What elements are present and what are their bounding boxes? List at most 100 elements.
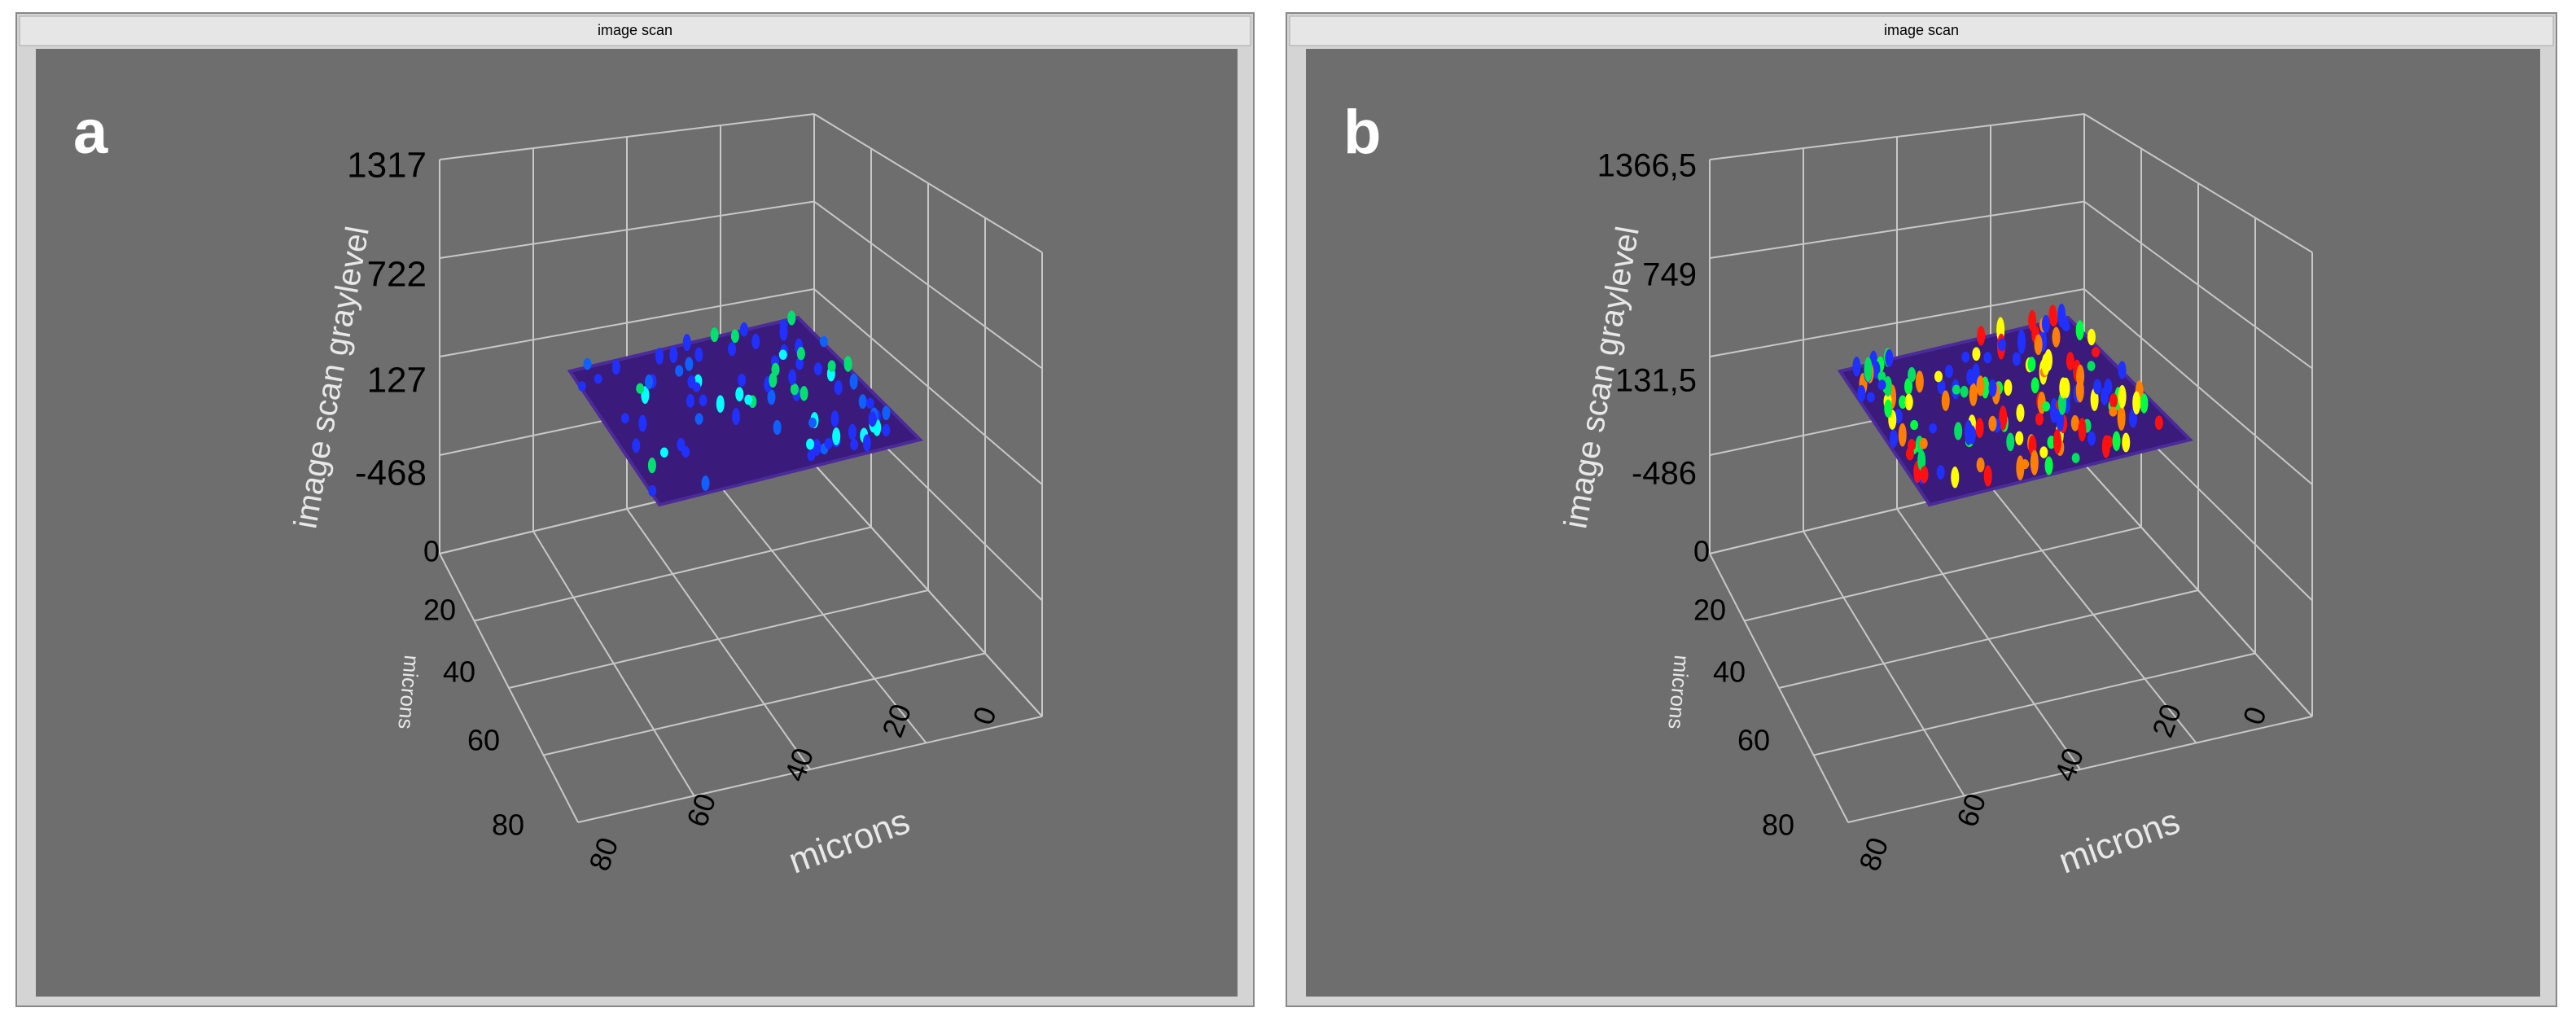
surface-peak bbox=[692, 382, 701, 392]
surface-peak bbox=[1937, 378, 1946, 395]
surface-peak bbox=[2049, 313, 2058, 326]
surface-peak bbox=[1852, 357, 1861, 377]
surface-peak bbox=[830, 410, 839, 427]
surface-peak bbox=[1898, 423, 1907, 447]
surface-peak bbox=[2042, 401, 2051, 412]
surface-peak bbox=[2057, 303, 2066, 328]
surface-peak bbox=[648, 484, 657, 497]
surface-peak bbox=[2101, 435, 2110, 458]
surface-peak bbox=[611, 359, 620, 375]
grid-line bbox=[1990, 485, 2197, 744]
title-bar bbox=[19, 15, 1251, 46]
grid-line bbox=[720, 485, 927, 744]
z-tick-label: 1317 bbox=[347, 146, 427, 186]
surface-peak bbox=[1864, 357, 1873, 383]
surface-peak bbox=[1915, 370, 1924, 393]
surface-peak bbox=[1885, 348, 1894, 367]
surface-peak bbox=[735, 387, 744, 401]
surface-peak bbox=[1972, 347, 1981, 361]
surface-peak bbox=[1983, 465, 1992, 487]
surface-peak bbox=[682, 334, 691, 352]
surface-peak bbox=[632, 438, 641, 453]
surface-peak bbox=[882, 405, 891, 421]
z-tick-label: -468 bbox=[355, 453, 427, 493]
surface-peak bbox=[2071, 453, 2080, 463]
surface-peak bbox=[832, 427, 841, 445]
grid-line bbox=[1847, 716, 2313, 823]
surface-peak bbox=[2087, 361, 2096, 371]
surface-peak bbox=[716, 395, 725, 413]
surface-peak bbox=[2118, 361, 2127, 379]
surface-peak bbox=[1988, 379, 1997, 397]
surface-peak bbox=[2088, 431, 2096, 446]
surface-peak bbox=[1944, 364, 1953, 379]
surface-peak bbox=[2031, 377, 2039, 394]
surface-peak bbox=[645, 374, 654, 390]
surface-peak bbox=[694, 413, 703, 425]
surface-peak bbox=[699, 394, 708, 406]
surface-peak bbox=[790, 383, 799, 396]
surface-peak bbox=[2117, 405, 2126, 431]
y-tick-label: 40 bbox=[443, 655, 475, 689]
grid-line bbox=[1778, 589, 2199, 689]
surface-peak bbox=[2154, 415, 2163, 431]
surface-peak bbox=[577, 381, 586, 392]
y-tick-label: 40 bbox=[1713, 655, 1746, 689]
surface-peak bbox=[1884, 399, 1893, 418]
surface-peak bbox=[1960, 385, 1969, 398]
surface-peak bbox=[1899, 395, 1908, 410]
surface-peak bbox=[2016, 404, 2025, 423]
surface-peak bbox=[1934, 370, 1943, 383]
surface-peak bbox=[1952, 384, 1960, 395]
surface-peak bbox=[594, 374, 602, 384]
surface-peak bbox=[795, 357, 804, 370]
surface-peak bbox=[685, 357, 694, 371]
grid-line bbox=[1709, 200, 2085, 259]
surface-peak bbox=[824, 437, 833, 449]
surface-peak bbox=[2087, 328, 2096, 346]
surface-peak bbox=[744, 394, 753, 405]
grid-line bbox=[1709, 113, 2085, 160]
surface-peak bbox=[2109, 406, 2118, 417]
surface-peak bbox=[1983, 352, 1992, 364]
grid-line bbox=[813, 113, 1043, 253]
surface-peak bbox=[732, 408, 741, 426]
z-tick-label: 127 bbox=[367, 361, 427, 401]
window-title: image scan bbox=[1884, 22, 1959, 38]
surface-peak bbox=[1920, 466, 1929, 484]
surface-peak bbox=[1910, 419, 1919, 431]
surface-peak bbox=[1961, 351, 1970, 363]
grid-line bbox=[2083, 288, 2313, 485]
surface-peak bbox=[813, 438, 821, 456]
surface-peak bbox=[677, 437, 686, 452]
surface-peak bbox=[767, 389, 776, 405]
surface-peak bbox=[1936, 464, 1945, 480]
surface-peak bbox=[1889, 429, 1898, 448]
window-title: image scan bbox=[598, 22, 672, 38]
surface-peak bbox=[868, 411, 877, 427]
surface-peak bbox=[2092, 347, 2101, 357]
surface-peak bbox=[769, 372, 778, 388]
y-tick-label: 60 bbox=[467, 724, 500, 757]
surface-peak bbox=[1941, 390, 1950, 411]
surface bbox=[1837, 315, 2193, 507]
surface-peak bbox=[751, 333, 760, 350]
surface-peak bbox=[1917, 449, 1926, 471]
surface-peak bbox=[2093, 379, 2102, 395]
surface-peak bbox=[2041, 314, 2050, 333]
surface-peak bbox=[1877, 371, 1886, 383]
surface-peak bbox=[806, 438, 815, 450]
surface-peak bbox=[710, 327, 719, 343]
surface-peak bbox=[813, 362, 822, 376]
surface-peak bbox=[675, 365, 684, 377]
surface-peak bbox=[1999, 405, 2008, 431]
surface-peak bbox=[865, 397, 874, 409]
surface-peak bbox=[2075, 379, 2084, 403]
surface-peak bbox=[827, 360, 836, 372]
surface-peak bbox=[2017, 329, 2026, 355]
surface-peak bbox=[694, 347, 703, 362]
surface-peak bbox=[2041, 353, 2050, 376]
grid-line bbox=[2083, 200, 2313, 370]
z-tick-label: 722 bbox=[367, 255, 427, 295]
